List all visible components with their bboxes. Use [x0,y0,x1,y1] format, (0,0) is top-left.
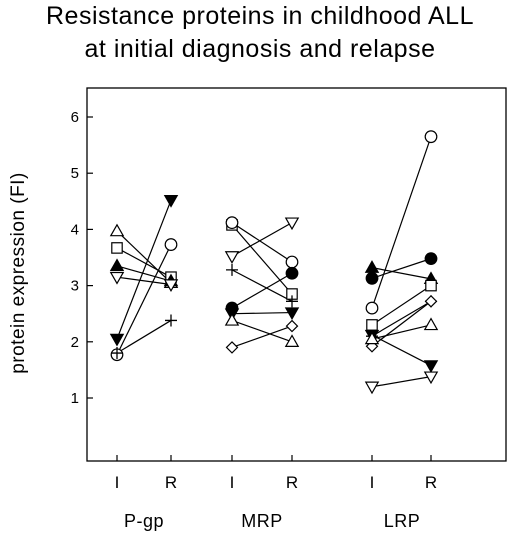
circle-filled-marker [365,271,379,285]
y-tick-label: 6 [71,109,79,126]
diamond-open-marker [225,341,239,354]
plus-marker [111,347,123,360]
y-axis-label: protein expression (FI) [8,172,29,374]
pair-connector-line [116,199,172,340]
pair-connector-line [371,300,432,337]
pair-connector-line [231,269,293,302]
pair-connector-line [371,285,432,326]
group-label-p-gp: P-gp [124,511,164,531]
triangle-down-filled-marker [423,360,439,373]
plus-marker [286,295,298,308]
pair-connector-line [231,311,293,315]
pair-connector-line [116,244,172,355]
pair-connector-line [371,324,432,340]
circle-open-marker [424,130,438,144]
triangle-up-open-marker [284,334,300,347]
triangle-up-filled-marker [109,258,125,272]
y-tick-label: 2 [71,334,79,351]
square-open-marker [111,242,123,254]
diamond-open-marker [285,319,299,333]
circle-open-marker [285,255,299,269]
triangle-up-open-marker [423,317,439,331]
pair-connector-line [231,222,293,257]
x-category-label: I [370,473,375,492]
pair-connector-line [371,258,432,279]
triangle-down-open-marker [224,251,240,264]
x-category-label: R [425,473,437,492]
plot-frame [86,87,507,462]
group-p-gp [109,194,179,362]
circle-open-marker [365,301,379,315]
pair-connector-line [231,222,293,263]
triangle-up-open-marker [364,331,380,345]
pair-connector-line [231,272,293,309]
circle-open-marker [164,238,178,251]
pair-connector-line [231,319,293,343]
pair-connector-line [371,376,432,388]
triangle-down-filled-marker [109,333,125,347]
x-category-label: I [230,473,235,492]
y-tick-label: 1 [71,390,79,407]
triangle-down-filled-marker [163,194,179,208]
triangle-up-open-marker [109,223,125,237]
group-label-mrp: MRP [241,511,283,531]
circle-filled-marker [424,252,438,266]
pair-connector-line [116,319,172,354]
group-mrp [224,216,300,354]
y-axis: 1 2 3 4 5 6 [71,109,93,407]
circle-open-marker [225,216,239,230]
plus-marker [226,263,238,276]
triangle-down-open-marker [163,279,179,292]
pair-connector-line [116,276,172,286]
x-category-label: I [115,473,120,492]
triangle-down-open-marker [109,271,125,285]
pair-connector-line [116,247,172,278]
y-tick-label: 4 [71,221,79,238]
series-layer [109,130,439,395]
chart-title-line-2: at initial diagnosis and relapse [84,35,436,63]
triangle-down-open-marker [284,217,300,231]
triangle-down-filled-marker [284,307,300,321]
x-category-label: R [286,473,298,492]
pair-connector-line [116,230,172,284]
pair-connector-line [371,136,432,309]
triangle-up-open-marker [224,312,240,326]
group-label-lrp: LRP [384,511,421,531]
diamond-open-marker [424,294,438,308]
pair-connector-line [231,224,293,295]
circle-filled-marker [285,266,299,280]
pair-connector-line [371,267,432,280]
group-lrp [364,130,439,395]
chart-title-line-1: Resistance proteins in childhood ALL [46,2,474,30]
y-tick-label: 5 [71,165,79,182]
square-open-marker [366,319,378,331]
pair-connector-line [371,300,432,347]
triangle-up-filled-marker [364,260,380,273]
pair-connector-line [116,265,172,282]
plus-marker [165,314,177,327]
square-open-marker [425,279,437,292]
pair-connector-line [231,325,293,348]
pair-connector-line [371,334,432,366]
x-category-label: R [165,473,177,492]
y-tick-label: 3 [71,278,79,295]
triangle-down-open-marker [423,371,439,385]
triangle-down-open-marker [364,381,380,395]
